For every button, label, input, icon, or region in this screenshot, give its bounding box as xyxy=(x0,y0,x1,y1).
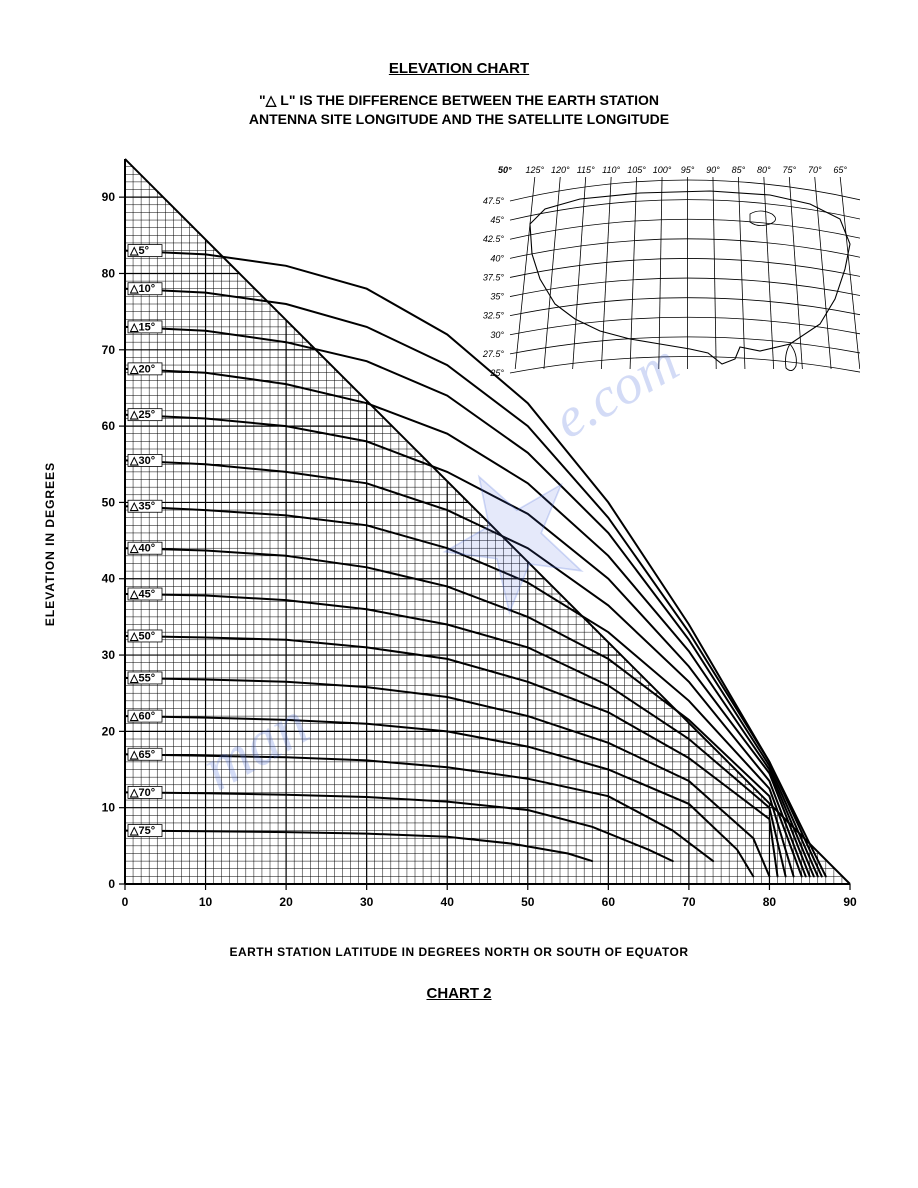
x-axis-label: EARTH STATION LATITUDE IN DEGREES NORTH … xyxy=(40,945,878,959)
svg-text:90°: 90° xyxy=(706,165,720,175)
svg-text:70: 70 xyxy=(102,343,116,357)
svg-text:10: 10 xyxy=(199,895,213,909)
svg-text:80: 80 xyxy=(763,895,777,909)
svg-text:△15°: △15° xyxy=(129,321,155,333)
svg-text:30: 30 xyxy=(360,895,374,909)
y-axis-label: ELEVATION IN DEGREES xyxy=(43,462,57,626)
svg-text:35°: 35° xyxy=(490,291,504,301)
svg-text:△20°: △20° xyxy=(129,363,155,375)
svg-text:75°: 75° xyxy=(782,165,796,175)
elevation-chart-svg: 0 10 20 30 40 50 60 70 80 90 0 10 20 30 40 50 60 70 80 90 △5… xyxy=(70,149,860,939)
svg-text:△60°: △60° xyxy=(129,710,155,722)
svg-text:20: 20 xyxy=(279,895,293,909)
subtitle-line-2: ANTENNA SITE LONGITUDE AND THE SATELLITE… xyxy=(249,111,669,127)
svg-text:△75°: △75° xyxy=(129,825,155,837)
svg-text:95°: 95° xyxy=(681,165,695,175)
chart-area: ELEVATION IN DEGREES 0102030405060708090… xyxy=(70,149,878,939)
svg-text:45°: 45° xyxy=(490,215,504,225)
svg-text:125°: 125° xyxy=(525,165,544,175)
svg-text:△25°: △25° xyxy=(129,409,155,421)
svg-text:47.5°: 47.5° xyxy=(483,196,505,206)
svg-text:60: 60 xyxy=(102,419,116,433)
svg-text:80°: 80° xyxy=(757,165,771,175)
svg-text:42.5°: 42.5° xyxy=(483,234,505,244)
svg-text:70°: 70° xyxy=(808,165,822,175)
svg-text:0: 0 xyxy=(108,877,115,891)
svg-text:△5°: △5° xyxy=(129,245,149,257)
svg-text:△65°: △65° xyxy=(129,749,155,761)
svg-text:△40°: △40° xyxy=(129,542,155,554)
svg-text:30°: 30° xyxy=(490,330,504,340)
subtitle-line-1: "△ L" IS THE DIFFERENCE BETWEEN THE EART… xyxy=(259,92,659,108)
svg-text:60: 60 xyxy=(602,895,616,909)
chart-title: ELEVATION CHART xyxy=(40,60,878,77)
svg-text:90: 90 xyxy=(102,190,116,204)
svg-text:65°: 65° xyxy=(833,165,847,175)
svg-text:0: 0 xyxy=(122,895,129,909)
svg-text:30: 30 xyxy=(102,648,116,662)
svg-text:25°: 25° xyxy=(489,368,504,378)
svg-text:85°: 85° xyxy=(732,165,746,175)
svg-text:40: 40 xyxy=(102,572,116,586)
svg-text:32.5°: 32.5° xyxy=(483,310,505,320)
svg-text:20: 20 xyxy=(102,724,116,738)
svg-text:90: 90 xyxy=(843,895,857,909)
svg-text:105°: 105° xyxy=(627,165,646,175)
svg-text:40: 40 xyxy=(441,895,455,909)
svg-text:50: 50 xyxy=(521,895,535,909)
svg-text:△30°: △30° xyxy=(129,455,155,467)
chart-footer: CHART 2 xyxy=(40,985,878,1002)
svg-text:△45°: △45° xyxy=(129,588,155,600)
svg-text:△70°: △70° xyxy=(129,787,155,799)
svg-text:△55°: △55° xyxy=(129,672,155,684)
svg-text:10: 10 xyxy=(102,800,116,814)
svg-text:70: 70 xyxy=(682,895,696,909)
svg-text:115°: 115° xyxy=(577,165,595,175)
svg-text:40°: 40° xyxy=(490,253,504,263)
svg-text:50°: 50° xyxy=(498,165,512,175)
svg-text:80: 80 xyxy=(102,266,116,280)
svg-text:37.5°: 37.5° xyxy=(483,272,505,282)
chart-subtitle: "△ L" IS THE DIFFERENCE BETWEEN THE EART… xyxy=(40,91,878,129)
svg-text:△50°: △50° xyxy=(129,630,155,642)
svg-text:△10°: △10° xyxy=(129,283,155,295)
svg-text:120°: 120° xyxy=(551,165,570,175)
svg-text:27.5°: 27.5° xyxy=(482,349,505,359)
svg-text:△35°: △35° xyxy=(129,501,155,513)
svg-text:110°: 110° xyxy=(602,165,620,175)
svg-text:50: 50 xyxy=(102,495,116,509)
svg-text:100°: 100° xyxy=(653,165,672,175)
